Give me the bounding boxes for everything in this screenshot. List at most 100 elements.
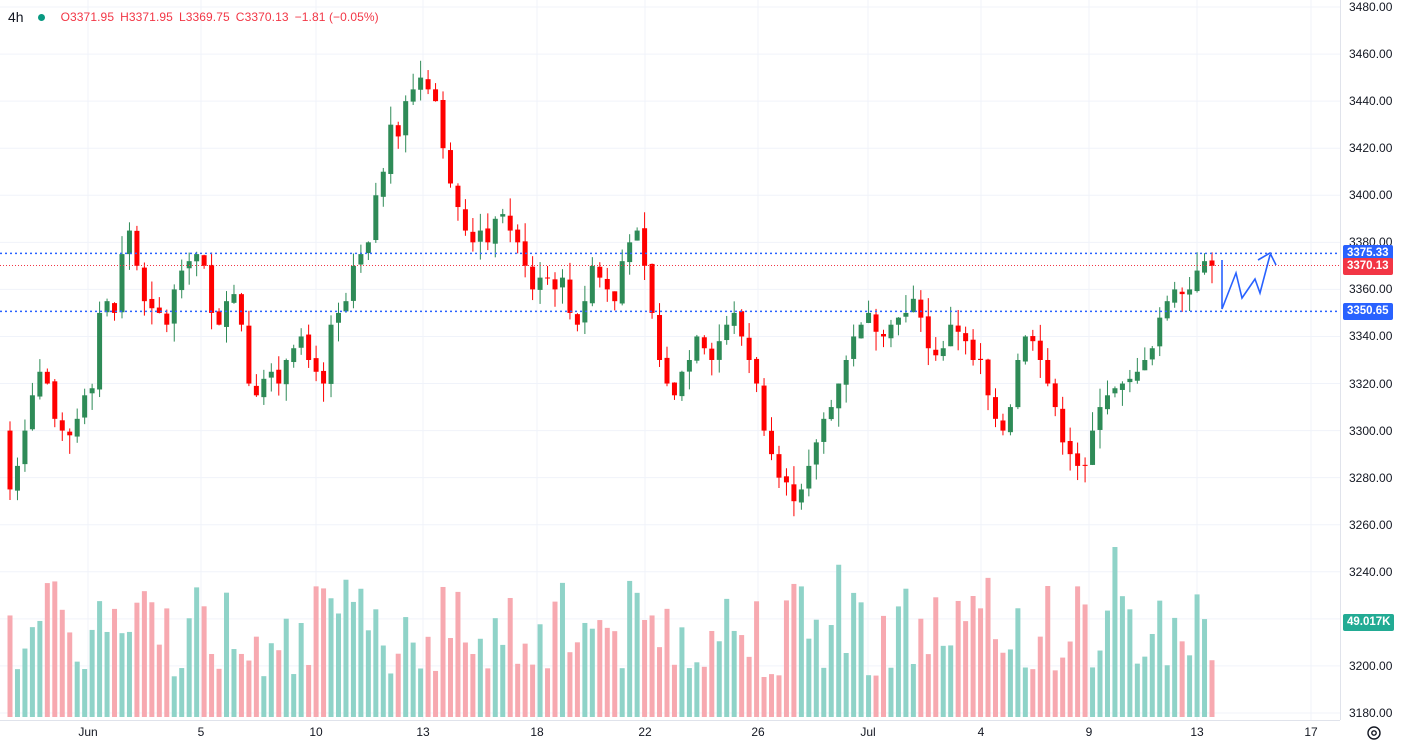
candlestick-chart[interactable] — [0, 0, 1340, 720]
candle-body — [1149, 348, 1155, 360]
volume-bar — [791, 583, 797, 717]
candle-body — [350, 265, 356, 301]
volume-bar — [283, 618, 289, 717]
candle-body — [1104, 395, 1110, 410]
volume-bar — [940, 645, 946, 717]
candle-body — [462, 209, 468, 231]
volume-bar — [664, 608, 670, 717]
volume-bar — [141, 591, 147, 717]
volume-bar — [612, 631, 618, 717]
candle-body — [589, 265, 595, 304]
volume-bar — [455, 591, 461, 717]
price-tick-label: 3480.00 — [1349, 0, 1393, 14]
candle-body — [126, 230, 132, 255]
candle-body — [373, 195, 379, 241]
candle-body — [1179, 291, 1185, 295]
candle-body — [67, 431, 73, 436]
candle-body — [627, 242, 633, 263]
candle-body — [186, 261, 192, 269]
volume-bar — [851, 592, 857, 717]
chart-area[interactable] — [0, 0, 1340, 720]
volume-bar — [963, 621, 969, 717]
candle-body — [291, 348, 297, 363]
volume-bar — [365, 630, 371, 717]
timeframe-label[interactable]: 4h — [8, 9, 24, 25]
volume-bar — [858, 602, 864, 717]
volume-bar — [1052, 670, 1058, 717]
candle-body — [403, 101, 409, 136]
volume-bar — [29, 627, 35, 717]
volume-bar — [769, 674, 775, 717]
volume-bar — [388, 673, 394, 717]
candle-body — [268, 371, 274, 378]
candle-body — [798, 489, 804, 503]
candle-body — [783, 476, 789, 483]
volume-bar — [7, 615, 13, 717]
volume-bar — [701, 666, 707, 717]
time-axis[interactable]: Jun 5 10 13 18 22 26 Jul 4 9 13 17 — [0, 720, 1340, 747]
candle-body — [156, 307, 162, 313]
volume-bar — [462, 642, 468, 717]
candle-body — [858, 324, 864, 339]
volume-bar — [201, 606, 207, 717]
volume-bar — [209, 654, 215, 717]
volume-bar — [1104, 610, 1110, 717]
candle-body — [313, 358, 319, 372]
volume-bar — [910, 664, 916, 717]
volume-bar — [119, 633, 125, 717]
candle-body — [253, 385, 259, 396]
volume-bar — [1119, 596, 1125, 717]
volume-bar — [22, 648, 28, 717]
candle-body — [1097, 407, 1103, 430]
candle-body — [895, 317, 901, 325]
candle-body — [978, 358, 984, 360]
price-axis[interactable]: 3480.00 3460.00 3440.00 3420.00 3400.00 3380.… — [1340, 0, 1405, 720]
price-tick-label: 3360.00 — [1349, 282, 1393, 297]
candle-body — [1045, 359, 1051, 384]
candle-body — [470, 231, 476, 243]
gear-icon[interactable] — [1365, 724, 1383, 742]
candle-body — [776, 454, 782, 478]
time-tick-label: 22 — [638, 725, 652, 739]
candle-body — [866, 312, 872, 323]
price-tick-label: 3340.00 — [1349, 329, 1393, 344]
candle-body — [149, 298, 155, 309]
candle-body — [485, 228, 491, 243]
projection-arrow-icon — [1257, 251, 1277, 266]
volume-bar — [597, 620, 603, 717]
candle-body — [500, 214, 506, 217]
volume-bar — [321, 588, 327, 717]
candle-body — [104, 301, 110, 313]
volume-bar — [1007, 649, 1013, 717]
volume-bar — [112, 608, 118, 717]
volume-bar — [1134, 663, 1140, 717]
volume-bar — [350, 601, 356, 717]
volume-bar — [425, 636, 431, 717]
candle-body — [657, 314, 663, 360]
volume-bar — [1157, 600, 1163, 717]
volume-bar — [970, 596, 976, 717]
candle-body — [97, 312, 103, 390]
candle-body — [7, 430, 13, 490]
volume-bar — [783, 600, 789, 717]
candle-body — [231, 294, 237, 303]
candle-body — [701, 337, 707, 349]
volume-bar — [746, 656, 752, 717]
candle-body — [179, 270, 185, 291]
time-tick-label: 18 — [530, 725, 544, 739]
candle-body — [276, 369, 282, 384]
volume-bar — [649, 615, 655, 717]
candle-body — [1194, 270, 1200, 292]
volume-badge: 49.017K — [1343, 614, 1395, 631]
candle-body — [365, 242, 371, 254]
candle-body — [306, 334, 312, 360]
candle-body — [224, 301, 230, 327]
volume-bar — [447, 637, 453, 717]
volume-bar — [1022, 667, 1028, 717]
candle-body — [739, 311, 745, 337]
volume-bar — [261, 676, 267, 717]
candle-body — [37, 371, 43, 397]
candle-body — [925, 316, 931, 349]
volume-bar — [895, 606, 901, 717]
volume-bar — [1194, 594, 1200, 717]
